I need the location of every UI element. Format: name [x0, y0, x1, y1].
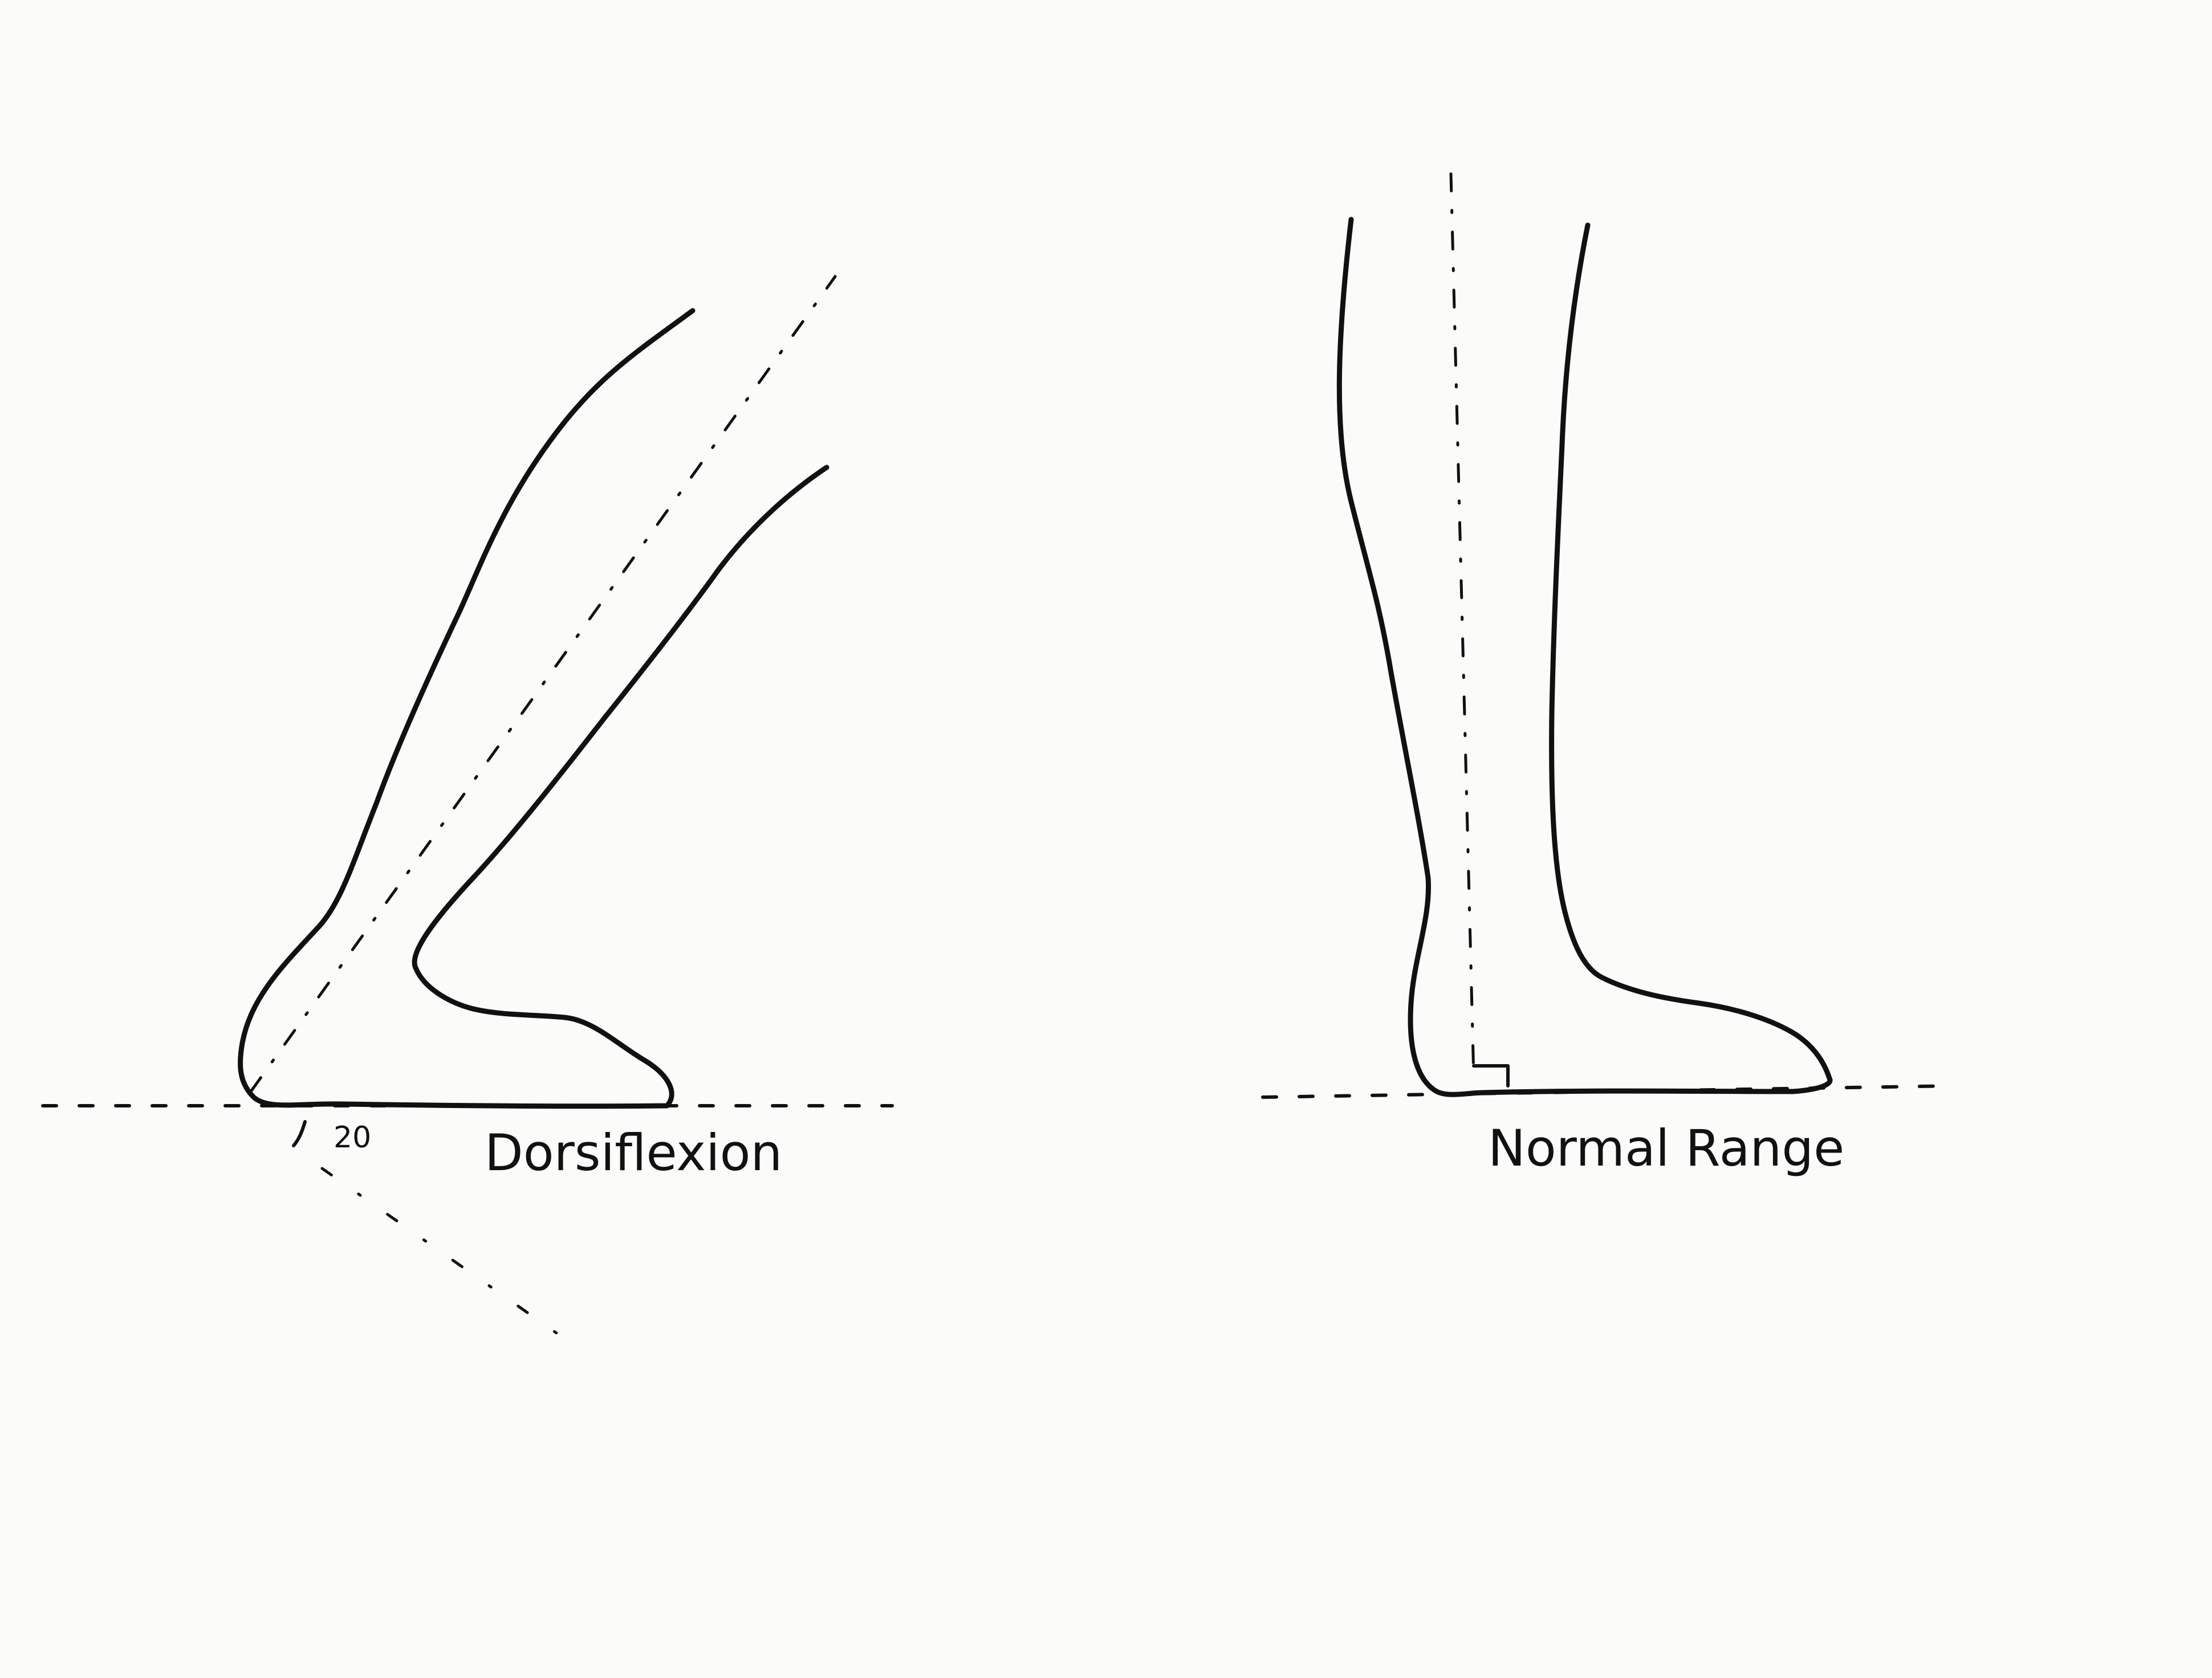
right-angle-marker: [1472, 1064, 1510, 1088]
normal-shin-outline: [1549, 222, 1833, 1083]
normal-range-figure: Normal Range: [1261, 172, 1957, 1178]
normal-ground-line: [1261, 1084, 1957, 1099]
dorsiflexion-leg-axis: [249, 275, 837, 1093]
dorsiflexion-figure: 20 Dorsiflexion: [41, 275, 894, 1338]
dorsiflexion-label: Dorsiflexion: [485, 1123, 782, 1182]
angle-tick-mark: [292, 1120, 307, 1147]
normal-leg-axis: [1449, 172, 1475, 1079]
dorsiflexion-angle-line: [320, 1167, 563, 1338]
normal-leg-back-outline: [1336, 217, 1833, 1097]
dorsiflexion-angle-label: 20: [334, 1121, 371, 1155]
dorsiflexion-leg-back-outline: [238, 308, 696, 1109]
normal-range-label: Normal Range: [1488, 1119, 1844, 1178]
dorsiflexion-shin-outline: [412, 465, 830, 972]
